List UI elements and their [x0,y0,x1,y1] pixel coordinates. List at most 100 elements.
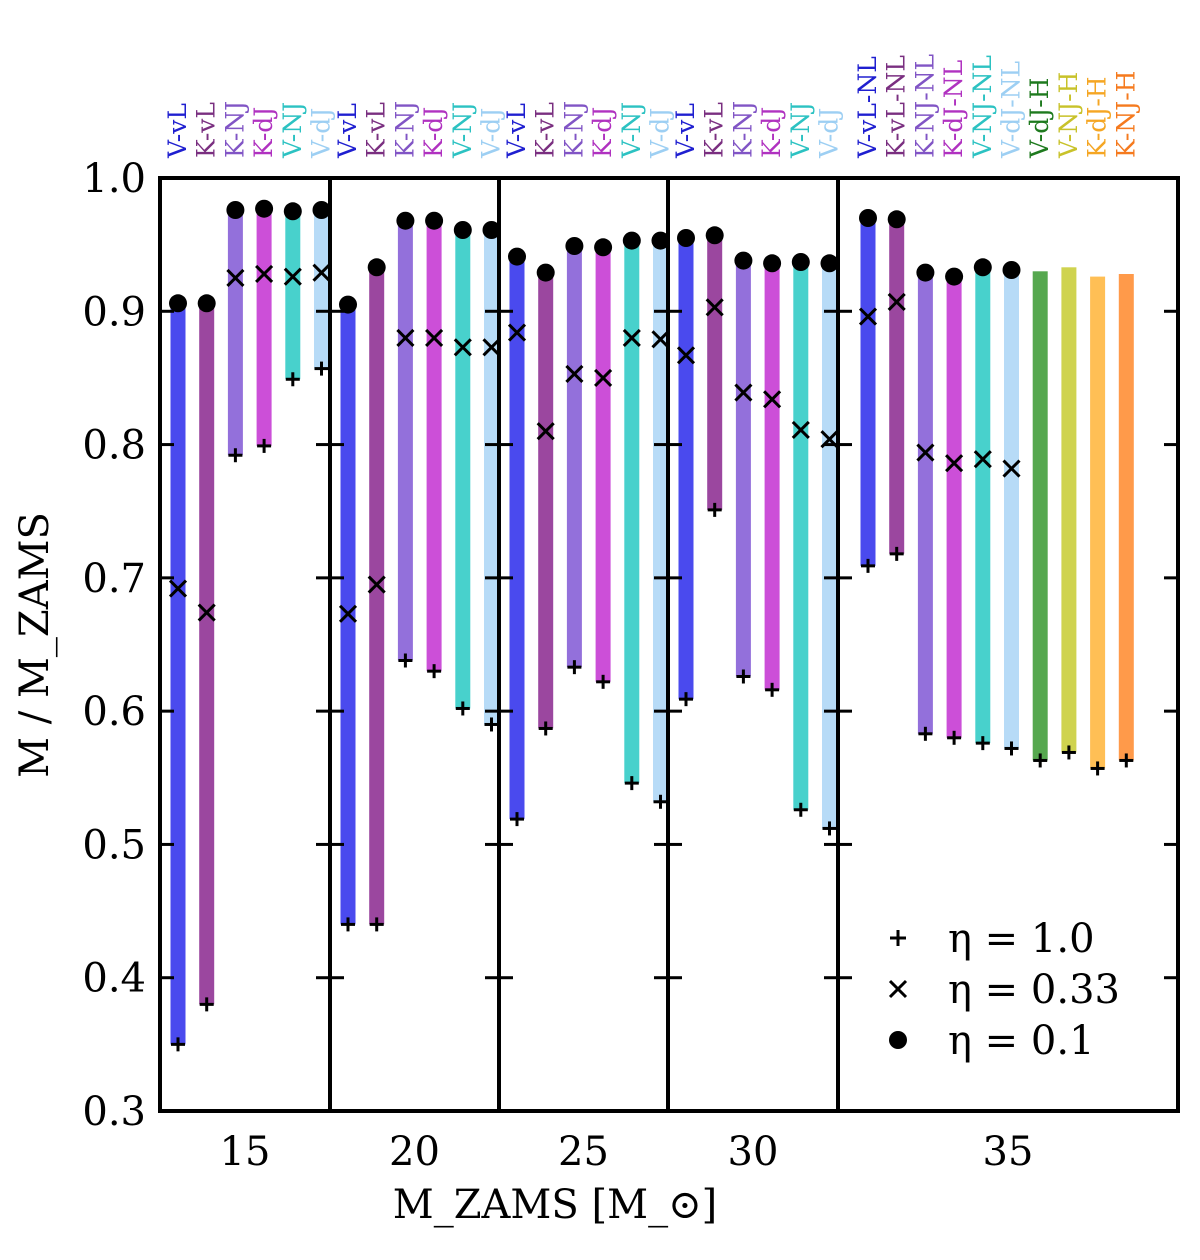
y-tick-label: 0.9 [82,289,146,335]
marker-plus-30-K-NJ [736,669,751,684]
legend-entry-plus: η = 1.0 [890,916,1095,962]
marker-cross-25-V-NJ [622,328,641,348]
marker-plus-15-K-vL [199,997,214,1012]
bar-25-K-vL [538,272,554,729]
marker-cross-30-V-vL [676,346,696,365]
legend-label: η = 1.0 [948,916,1095,962]
bar-35-K-NJ-NL [917,272,933,734]
bar-label-25-K-vL: K-vL [531,102,560,158]
marker-dot-25-V-NJ [622,231,641,250]
bar-label-20-K-dJ: K-dJ [419,107,448,158]
marker-cross-30-K-NJ [734,383,753,402]
marker-dot-30-V-vL [677,229,695,247]
marker-dot-25-K-dJ [594,238,613,257]
bar-label-15-V-dJ: V-dJ [307,108,336,159]
marker-plus-35-K-dJ-NL [947,730,962,745]
marker-dot-15-V-NJ [283,202,302,221]
bar-30-V-vL [678,238,694,700]
marker-cross-20-K-vL [367,575,386,594]
marker-dot-35-K-NJ-NL [916,263,935,282]
bar-35-V-dJ-H [1032,271,1048,761]
bar-35-K-dJ-H [1090,276,1106,769]
marker-cross-35-V-vL-NL [858,307,878,326]
x-tick-label-35: 35 [983,1129,1034,1175]
marker-plus-25-K-dJ [596,674,611,689]
y-tick-label: 0.4 [82,956,146,1002]
bar-35-K-vL-NL [889,219,905,554]
bar-30-K-dJ [764,263,780,690]
marker-plus-35-V-vL-NL [861,558,875,573]
marker-dot-20-V-dJ [482,221,501,239]
bar-15-K-vL [199,303,215,1005]
marker-plus-30-K-vL [707,502,722,517]
y-tick-label: 0.3 [82,1089,146,1135]
marker-dot-35-K-dJ-NL [945,267,964,286]
marker-cross-35-K-vL-NL [887,292,906,312]
bar-35-V-vL-NL [860,218,876,566]
marker-plus-35-K-vL-NL [889,546,904,561]
marker-plus-25-V-NJ [624,776,639,791]
marker-plus-35-V-NJ-H [1061,745,1076,760]
marker-dot-20-V-vL [339,295,357,314]
bar-label-35-K-NJ-H: K-NJ-H [1111,71,1140,158]
marker-cross-20-K-dJ [425,328,444,348]
y-tick-label: 0.7 [82,556,146,602]
bar-25-V-vL [509,256,525,820]
marker-plus-20-K-NJ [398,653,413,668]
legend-label: η = 0.1 [948,1018,1095,1064]
marker-dot-25-V-vL [508,247,526,266]
bar-label-30-K-dJ: K-dJ [757,107,786,158]
marker-plus-30-K-dJ [765,682,780,697]
bar-label-35-V-NJ-H: V-NJ-H [1054,72,1083,159]
marker-cross-20-V-NJ [453,338,472,357]
bar-20-K-dJ [426,220,442,672]
y-tick-label: 0.8 [82,423,146,469]
bar-15-V-NJ [285,211,301,380]
marker-plus-25-V-dJ [653,794,668,809]
bar-20-K-vL [369,267,385,925]
bar-label-30-K-NJ: K-NJ [728,101,757,158]
bar-label-25-V-vL: V-vL [502,103,531,159]
marker-plus-20-K-dJ [427,664,442,679]
bar-label-35-K-dJ-NL: K-dJ-NL [939,60,968,158]
bar-label-35-V-vL-NL: V-vL-NL [853,56,882,159]
y-tick-label: 0.6 [82,689,146,735]
marker-dot-30-K-dJ [763,254,782,273]
marker-dot-35-V-dJ-NL [1002,261,1021,279]
bar-label-20-V-dJ: V-dJ [477,108,506,159]
x-tick-label-20: 20 [389,1129,440,1175]
marker-cross-25-K-dJ [594,368,613,387]
marker-plus-20-V-vL [341,917,355,932]
legend-entry-dot: η = 0.1 [889,1018,1095,1064]
marker-dot-15-V-dJ [312,201,331,219]
marker-dot-25-V-dJ [651,231,670,250]
bar-label-20-K-NJ: K-NJ [390,101,419,158]
bar-label-25-K-NJ: K-NJ [559,101,588,158]
marker-plus-15-V-vL [171,1037,185,1052]
y-tick-label: 0.5 [82,822,146,868]
bar-25-K-dJ [595,247,611,682]
marker-cross-20-V-vL [338,604,358,623]
marker-dot-30-K-NJ [734,251,753,270]
marker-dot-35-V-vL-NL [859,209,877,227]
marker-plus-30-V-NJ [793,802,808,817]
marker-dot-20-K-vL [367,258,386,277]
bar-label-20-V-vL: V-vL [333,103,362,159]
marker-cross-15-V-NJ [283,267,302,286]
marker-cross-25-K-NJ [565,364,584,383]
bar-label-30-V-vL: V-vL [671,103,700,159]
marker-plus-35-V-dJ-H [1033,753,1048,768]
marker-dot-25-K-NJ [565,237,584,255]
marker-cross-35-V-NJ-NL [973,450,992,469]
marker-plus-15-K-NJ [228,448,243,463]
marker-cross-25-K-vL [536,422,555,441]
x-axis-title: M_ZAMS [M_⊙] [393,1182,717,1228]
marker-plus-35-V-dJ-NL [1004,741,1019,756]
marker-cross-15-K-dJ [255,264,274,284]
bar-label-25-V-dJ: V-dJ [646,108,675,159]
bar-label-30-V-NJ: V-NJ [786,102,815,159]
category-labels: V-vL K-vL K-NJ K-dJ V-NJ V-dJV-vL K-vL K-NJ K-dJ… [163,54,1140,159]
marker-plus-15-K-dJ [257,438,272,453]
marker-plus-30-V-vL [679,692,693,707]
marker-cross-35-K-NJ-NL [916,443,935,462]
